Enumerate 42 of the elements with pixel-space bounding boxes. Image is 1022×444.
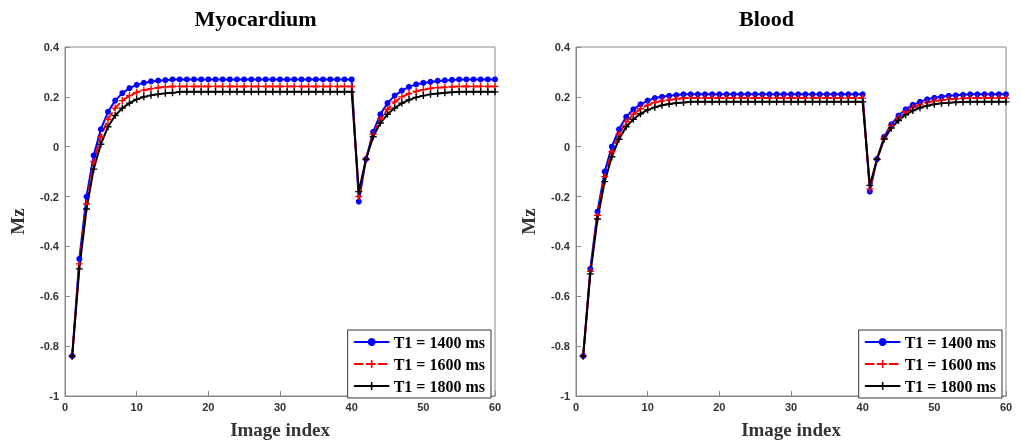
x-tick-label: 0	[61, 400, 69, 413]
x-tick-label: 20	[202, 400, 215, 413]
y-tick-label: -1	[560, 390, 570, 402]
y-tick-label: -0.4	[40, 240, 60, 253]
x-tick-label: 40	[856, 400, 869, 413]
x-tick-label: 40	[345, 400, 358, 413]
y-tick-label: 0.4	[554, 41, 571, 53]
x-tick-label: 50	[928, 400, 941, 413]
x-axis-title: Image index	[230, 419, 331, 440]
y-tick-label: -0.4	[551, 240, 571, 253]
y-tick-label: 0	[563, 140, 570, 153]
legend-label: T1 = 1800 ms	[904, 377, 996, 395]
x-tick-label: 10	[641, 400, 654, 413]
legend-label: T1 = 1400 ms	[393, 333, 485, 351]
y-tick-label: 0	[52, 140, 59, 153]
chart-title: Myocardium	[194, 5, 317, 31]
y-tick-label: -0.8	[551, 340, 570, 353]
y-axis-title: Mz	[518, 207, 539, 235]
y-axis-title: Mz	[7, 207, 28, 235]
y-tick-label: -1	[49, 390, 59, 402]
chart-title: Blood	[738, 5, 795, 31]
legend-label: T1 = 1600 ms	[904, 355, 996, 373]
x-tick-label: 10	[130, 400, 143, 413]
y-tick-label: 0.4	[43, 41, 60, 53]
y-tick-label: 0.2	[43, 90, 59, 103]
legend-label: T1 = 1400 ms	[904, 333, 996, 351]
y-tick-label: -0.2	[551, 190, 570, 203]
y-tick-label: -0.6	[551, 290, 570, 303]
y-tick-label: -0.2	[40, 190, 59, 203]
x-tick-label: 60	[488, 400, 502, 413]
x-tick-label: 30	[784, 400, 798, 413]
x-tick-label: 50	[417, 400, 430, 413]
x-tick-label: 30	[273, 400, 287, 413]
y-tick-label: -0.6	[40, 290, 59, 303]
x-tick-label: 0	[572, 400, 580, 413]
legend-label: T1 = 1800 ms	[393, 377, 485, 395]
x-axis-title: Image index	[741, 419, 842, 440]
y-tick-label: 0.2	[554, 90, 570, 103]
x-tick-label: 60	[999, 400, 1013, 413]
y-tick-label: -0.8	[40, 340, 59, 353]
legend-label: T1 = 1600 ms	[393, 355, 485, 373]
x-tick-label: 20	[713, 400, 726, 413]
